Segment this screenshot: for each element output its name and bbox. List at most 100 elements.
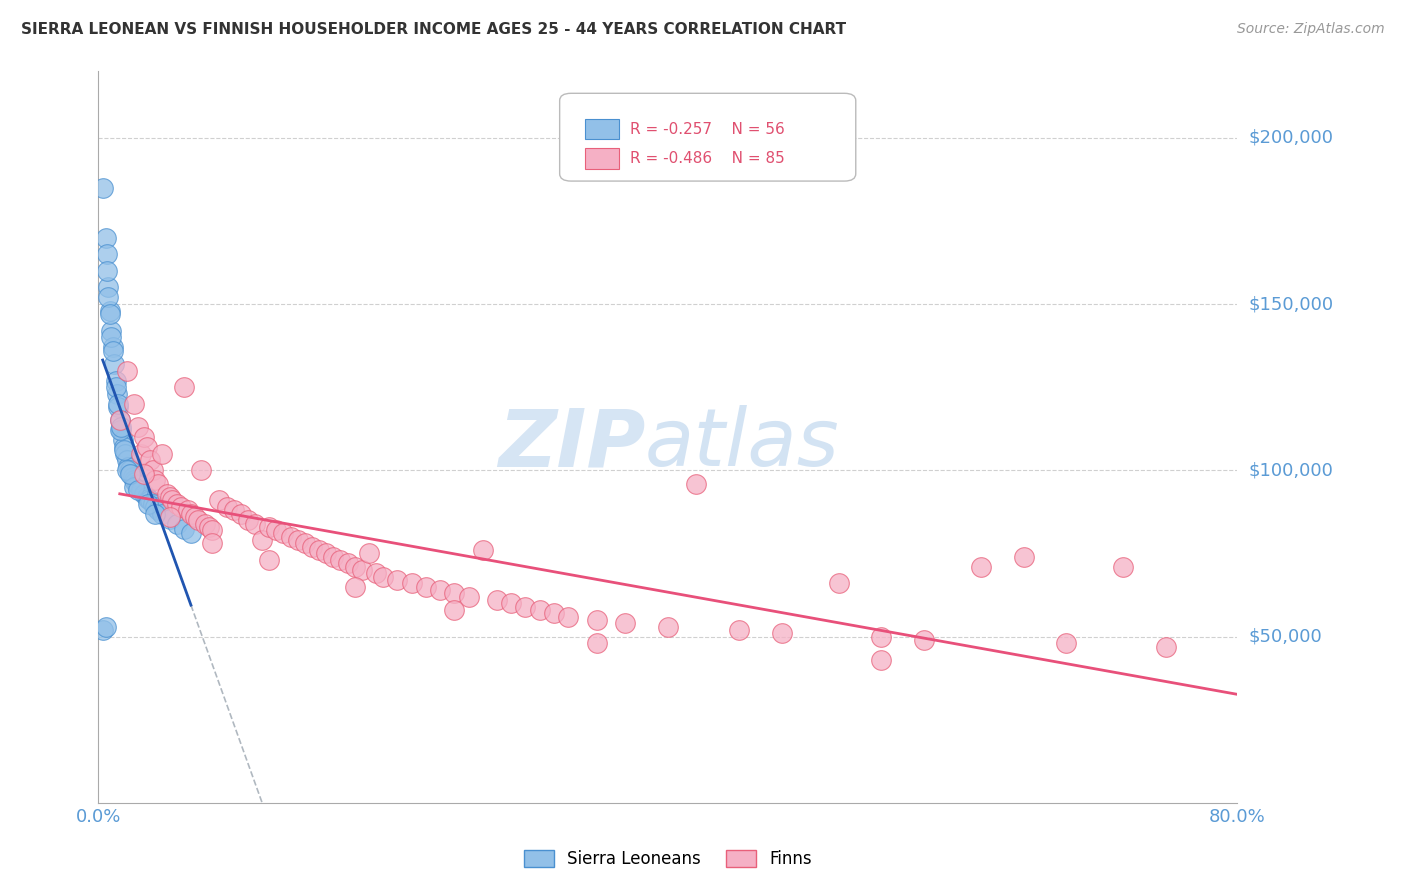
Point — [135, 490, 157, 504]
Point — [125, 476, 148, 491]
Point — [138, 493, 160, 508]
Point — [114, 447, 136, 461]
Point — [415, 580, 437, 594]
Point — [159, 511, 181, 525]
Point — [159, 490, 181, 504]
Point — [115, 363, 138, 377]
Point — [728, 623, 751, 637]
Point — [685, 476, 707, 491]
Point — [585, 613, 607, 627]
Text: R = -0.257    N = 56: R = -0.257 N = 56 — [630, 121, 785, 136]
Point — [145, 500, 167, 514]
Point — [96, 247, 118, 261]
Point — [266, 523, 288, 537]
Point — [180, 507, 202, 521]
Point — [322, 549, 344, 564]
Point — [132, 486, 155, 500]
Point — [173, 380, 195, 394]
Point — [429, 582, 451, 597]
Point — [110, 424, 132, 438]
Text: R = -0.486    N = 85: R = -0.486 N = 85 — [630, 151, 785, 166]
Point — [194, 516, 217, 531]
Point — [129, 447, 152, 461]
Point — [166, 497, 188, 511]
Point — [443, 603, 465, 617]
Point — [127, 420, 149, 434]
Point — [357, 546, 380, 560]
Point — [136, 497, 159, 511]
Point — [156, 486, 179, 500]
Point — [250, 533, 273, 548]
Point — [222, 503, 245, 517]
Point — [145, 507, 167, 521]
Point — [108, 413, 131, 427]
Point — [273, 526, 295, 541]
Point — [373, 570, 395, 584]
Point — [457, 590, 479, 604]
Point — [180, 526, 202, 541]
Point — [132, 430, 155, 444]
Point — [148, 503, 170, 517]
Point — [152, 507, 174, 521]
Point — [243, 516, 266, 531]
Point — [121, 470, 143, 484]
Point — [870, 630, 893, 644]
Point — [387, 573, 409, 587]
Point — [162, 493, 184, 508]
Text: ZIP: ZIP — [498, 405, 645, 483]
Point — [112, 443, 135, 458]
Point — [585, 636, 607, 650]
Point — [529, 603, 551, 617]
Point — [141, 463, 163, 477]
Point — [96, 264, 118, 278]
Point — [515, 599, 537, 614]
Point — [329, 553, 352, 567]
Point — [101, 343, 124, 358]
Point — [294, 536, 316, 550]
Point — [129, 483, 152, 498]
Point — [1112, 559, 1135, 574]
Point — [103, 357, 125, 371]
Point — [120, 467, 142, 481]
Point — [97, 280, 120, 294]
Legend: Sierra Leoneans, Finns: Sierra Leoneans, Finns — [517, 844, 818, 875]
Point — [173, 521, 195, 535]
Point — [557, 609, 579, 624]
Point — [970, 559, 993, 574]
Point — [94, 230, 117, 244]
Point — [118, 467, 141, 481]
Point — [486, 593, 509, 607]
Point — [124, 475, 146, 489]
Point — [343, 580, 366, 594]
Point — [1012, 549, 1035, 564]
Point — [259, 553, 281, 567]
Point — [105, 387, 128, 401]
Point — [98, 307, 121, 321]
Point — [91, 180, 114, 194]
Point — [97, 290, 120, 304]
Point — [657, 619, 679, 633]
FancyBboxPatch shape — [585, 119, 619, 139]
Point — [229, 507, 252, 521]
Point — [184, 509, 207, 524]
Point — [343, 559, 366, 574]
Point — [117, 460, 139, 475]
Point — [315, 546, 337, 560]
FancyBboxPatch shape — [560, 94, 856, 181]
Point — [201, 536, 224, 550]
Point — [100, 324, 122, 338]
Point — [308, 543, 330, 558]
Point — [1056, 636, 1078, 650]
Point — [912, 632, 935, 647]
Point — [236, 513, 259, 527]
Point — [111, 434, 134, 448]
Point — [364, 566, 387, 581]
Text: Source: ZipAtlas.com: Source: ZipAtlas.com — [1237, 22, 1385, 37]
Text: SIERRA LEONEAN VS FINNISH HOUSEHOLDER INCOME AGES 25 - 44 YEARS CORRELATION CHAR: SIERRA LEONEAN VS FINNISH HOUSEHOLDER IN… — [21, 22, 846, 37]
Text: atlas: atlas — [645, 405, 839, 483]
Point — [198, 520, 221, 534]
Point — [138, 453, 160, 467]
Point — [280, 530, 302, 544]
Point — [145, 473, 167, 487]
Text: $200,000: $200,000 — [1249, 128, 1333, 147]
